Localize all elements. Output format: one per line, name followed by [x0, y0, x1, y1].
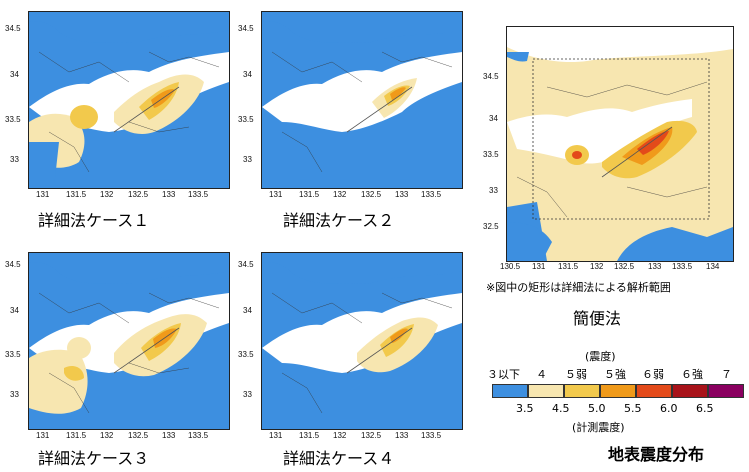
legend-color-swatch: [564, 384, 600, 398]
map-case4-graphic: [262, 253, 462, 429]
legend-top-title: (震度): [585, 350, 616, 363]
legend-color-swatch: [600, 384, 636, 398]
map-case2-ytick: 34.5: [238, 24, 254, 33]
map-case4-caption: 詳細法ケース４: [283, 449, 395, 468]
legend-intensity-label: ６強: [681, 368, 703, 381]
map-case2-xtick: 133: [395, 190, 409, 199]
map-case4-xtick: 131: [269, 431, 283, 440]
map-case4: [261, 252, 463, 430]
legend-bottom-title: (計測震度): [572, 421, 625, 434]
map-case3-xtick: 133: [162, 431, 176, 440]
map-case2-graphic: [262, 12, 462, 188]
map-case1-ytick: 34: [10, 70, 19, 79]
map-case1-xtick: 132.5: [128, 190, 149, 199]
map-simple-xtick: 132.5: [614, 262, 635, 271]
map-simple-xtick: 133.5: [672, 262, 693, 271]
map-case2-xtick: 132.5: [361, 190, 382, 199]
legend-color-swatch: [492, 384, 528, 398]
legend-intensity-label: ５強: [604, 368, 626, 381]
legend-instrumental-value: 3.5: [516, 402, 534, 415]
map-case3-xtick: 131.5: [66, 431, 87, 440]
map-case3-graphic: [29, 253, 229, 429]
map-simple-ytick: 32.5: [483, 222, 499, 231]
map-simple-xtick: 131.5: [558, 262, 579, 271]
map-case2-ytick: 34: [243, 70, 252, 79]
map-case3-ytick: 33.5: [5, 350, 21, 359]
map-case3-ytick: 34: [10, 306, 19, 315]
map-case3-xtick: 132.5: [128, 431, 149, 440]
map-case4-xtick: 133: [395, 431, 409, 440]
map-simple-ytick: 33.5: [483, 150, 499, 159]
map-simple-xtick: 131: [532, 262, 546, 271]
map-case2-xtick: 131.5: [299, 190, 320, 199]
map-case3-xtick: 132: [100, 431, 114, 440]
legend-intensity-label: ５弱: [565, 368, 587, 381]
map-case3-ytick: 33: [10, 390, 19, 399]
map-case1-xtick: 131.5: [66, 190, 87, 199]
map-simple-ytick: 34: [489, 114, 498, 123]
map-case1-caption: 詳細法ケース１: [38, 211, 150, 230]
map-case4-xtick: 132: [333, 431, 347, 440]
map-case1-xtick: 131: [36, 190, 50, 199]
map-simple-graphic: [507, 27, 733, 261]
map-case4-ytick: 34.5: [238, 260, 254, 269]
map-case4-ytick: 33.5: [238, 350, 254, 359]
map-simple-xtick: 133: [648, 262, 662, 271]
map-simple-xtick: 130.5: [500, 262, 521, 271]
map-case2-ytick: 33: [243, 155, 252, 164]
map-case3-xtick: 131: [36, 431, 50, 440]
legend-instrumental-value: 6.0: [660, 402, 678, 415]
map-case4-xtick: 131.5: [299, 431, 320, 440]
map-case1: [28, 11, 230, 189]
legend-intensity-label: ３以下: [487, 368, 520, 381]
map-case1-graphic: [29, 12, 229, 188]
map-case2-ytick: 33.5: [238, 115, 254, 124]
legend-intensity-label: ６弱: [642, 368, 664, 381]
map-case4-xtick: 132.5: [361, 431, 382, 440]
map-case1-ytick: 34.5: [5, 24, 21, 33]
legend-instrumental-value: 5.0: [588, 402, 606, 415]
map-case1-ytick: 33.5: [5, 115, 21, 124]
legend-intensity-label: ４: [536, 368, 547, 381]
legend-color-swatch: [708, 384, 744, 398]
legend-intensity-label: ７: [721, 368, 732, 381]
map-case4-xtick: 133.5: [421, 431, 442, 440]
legend-instrumental-value: 6.5: [696, 402, 714, 415]
map-case3: [28, 252, 230, 430]
map-case1-ytick: 33: [10, 155, 19, 164]
legend-instrumental-value: 4.5: [552, 402, 570, 415]
map-case1-xtick: 132: [100, 190, 114, 199]
map-simple-xtick: 134: [706, 262, 720, 271]
legend-color-swatch: [636, 384, 672, 398]
map-case3-caption: 詳細法ケース３: [38, 449, 150, 468]
legend-color-swatch: [528, 384, 564, 398]
map-case3-ytick: 34.5: [5, 260, 21, 269]
map-case4-ytick: 33: [243, 390, 252, 399]
analysis-range-note: ※図中の矩形は詳細法による解析範囲: [486, 281, 671, 294]
map-case4-ytick: 34: [243, 306, 252, 315]
map-simple-ytick: 33: [489, 186, 498, 195]
map-simple-xtick: 132: [590, 262, 604, 271]
map-simple: [506, 26, 734, 262]
map-case2: [261, 11, 463, 189]
figure-title: 地表震度分布: [608, 445, 705, 464]
map-case2-xtick: 133.5: [421, 190, 442, 199]
legend-instrumental-value: 5.5: [624, 402, 642, 415]
legend-color-swatch: [672, 384, 708, 398]
map-case2-xtick: 132: [333, 190, 347, 199]
map-case1-xtick: 133: [162, 190, 176, 199]
map-simple-caption: 簡便法: [573, 309, 622, 328]
map-simple-ytick: 34.5: [483, 72, 499, 81]
map-case1-xtick: 133.5: [188, 190, 209, 199]
map-case2-xtick: 131: [269, 190, 283, 199]
map-case2-caption: 詳細法ケース２: [283, 211, 395, 230]
map-case3-xtick: 133.5: [188, 431, 209, 440]
